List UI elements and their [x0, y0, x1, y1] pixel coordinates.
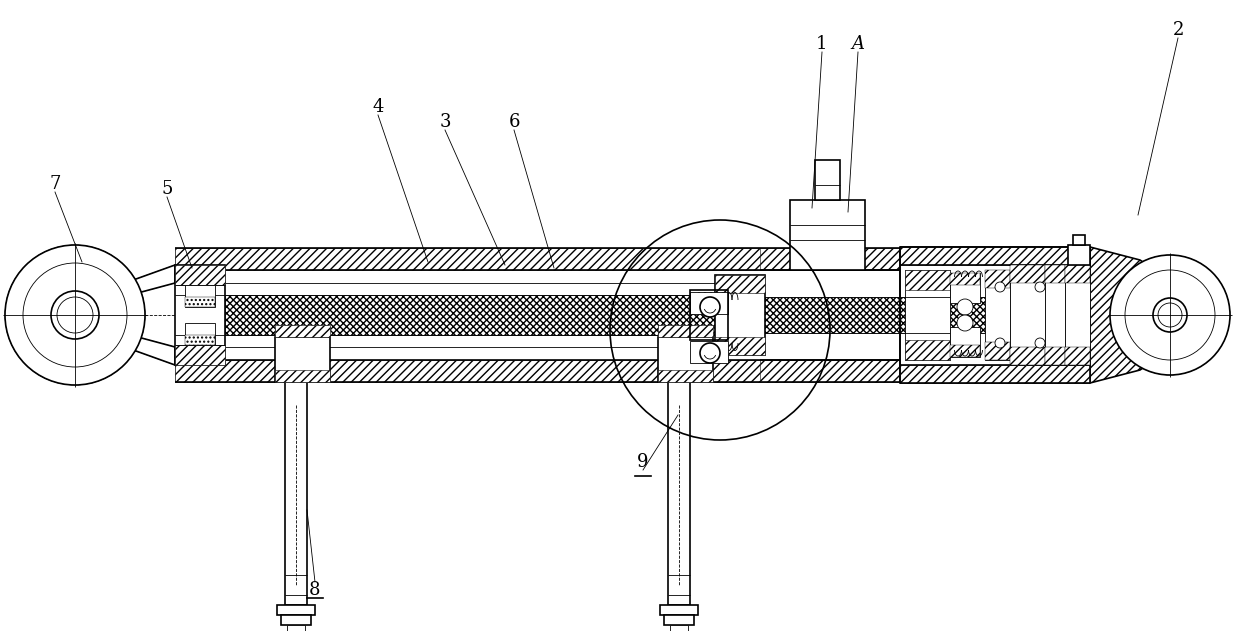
Circle shape	[1158, 303, 1182, 327]
Bar	[900, 247, 1090, 265]
Bar	[277, 605, 315, 615]
Bar	[663, 615, 694, 625]
Bar	[900, 265, 1090, 297]
Bar	[790, 200, 866, 270]
Polygon shape	[93, 325, 175, 365]
Bar	[658, 325, 713, 337]
Bar	[950, 273, 980, 285]
Circle shape	[701, 297, 720, 317]
Circle shape	[701, 343, 720, 363]
Bar	[950, 345, 980, 357]
Bar	[1073, 235, 1085, 245]
Bar	[950, 273, 980, 303]
Bar	[175, 360, 905, 382]
Circle shape	[1035, 338, 1045, 348]
Bar	[905, 270, 950, 360]
Wedge shape	[5, 245, 145, 385]
Text: 1: 1	[816, 35, 828, 53]
Circle shape	[1110, 255, 1230, 375]
Circle shape	[51, 291, 99, 339]
Bar	[1045, 265, 1065, 283]
Bar	[185, 285, 215, 307]
Bar	[275, 337, 330, 382]
Bar	[905, 340, 950, 360]
Bar	[286, 625, 305, 631]
Bar	[285, 377, 308, 605]
Bar	[985, 270, 1011, 288]
Bar	[715, 337, 765, 355]
Text: 6: 6	[508, 113, 520, 131]
Text: 2: 2	[1172, 21, 1184, 39]
Circle shape	[994, 338, 1004, 348]
Bar	[185, 323, 215, 345]
Bar	[760, 297, 900, 333]
Bar	[175, 265, 224, 365]
Bar	[660, 605, 698, 615]
Bar	[900, 333, 1090, 365]
Circle shape	[57, 297, 93, 333]
Circle shape	[1153, 298, 1187, 332]
Polygon shape	[93, 325, 175, 365]
Bar	[1068, 245, 1090, 265]
Bar	[658, 337, 713, 382]
Bar	[950, 327, 980, 357]
Bar	[281, 615, 311, 625]
Bar	[715, 275, 765, 355]
Bar	[1011, 347, 1045, 365]
Bar	[1011, 265, 1045, 283]
Bar	[275, 370, 330, 382]
Bar	[760, 248, 900, 270]
Polygon shape	[93, 265, 175, 305]
Circle shape	[994, 282, 1004, 292]
Bar	[985, 342, 1011, 360]
Bar	[689, 341, 728, 363]
Bar	[1065, 265, 1090, 365]
Bar	[1065, 265, 1090, 283]
Bar	[715, 275, 765, 293]
Polygon shape	[93, 265, 175, 305]
Bar	[1045, 265, 1065, 365]
Wedge shape	[24, 263, 126, 367]
Bar	[985, 270, 1011, 360]
Text: 8: 8	[309, 581, 321, 599]
Bar	[185, 297, 215, 307]
Circle shape	[5, 245, 145, 385]
Text: 7: 7	[50, 175, 61, 193]
Bar	[1045, 347, 1065, 365]
Bar	[760, 360, 900, 382]
Polygon shape	[1090, 247, 1154, 383]
Bar	[175, 248, 905, 270]
Text: 3: 3	[439, 113, 451, 131]
Bar	[1011, 265, 1045, 365]
Bar	[900, 247, 1090, 383]
Bar	[670, 625, 688, 631]
Bar	[815, 160, 839, 200]
Bar	[689, 292, 728, 314]
Text: 4: 4	[372, 98, 383, 116]
Text: 9: 9	[637, 453, 649, 471]
Bar	[175, 265, 224, 285]
Bar	[658, 370, 713, 382]
Circle shape	[1035, 282, 1045, 292]
Bar	[905, 270, 950, 290]
Circle shape	[24, 263, 126, 367]
Bar	[689, 290, 728, 340]
Circle shape	[957, 315, 973, 331]
Bar	[275, 325, 330, 337]
Circle shape	[1125, 270, 1215, 360]
Wedge shape	[1125, 270, 1215, 360]
Bar	[1065, 347, 1090, 365]
Bar	[175, 345, 224, 365]
Bar	[185, 335, 215, 345]
Bar	[900, 365, 1090, 383]
Bar	[668, 377, 689, 605]
Bar	[900, 297, 999, 333]
Bar	[224, 295, 715, 335]
Text: A: A	[852, 35, 864, 53]
Text: 5: 5	[161, 180, 172, 198]
Circle shape	[957, 299, 973, 315]
Wedge shape	[1110, 255, 1230, 375]
